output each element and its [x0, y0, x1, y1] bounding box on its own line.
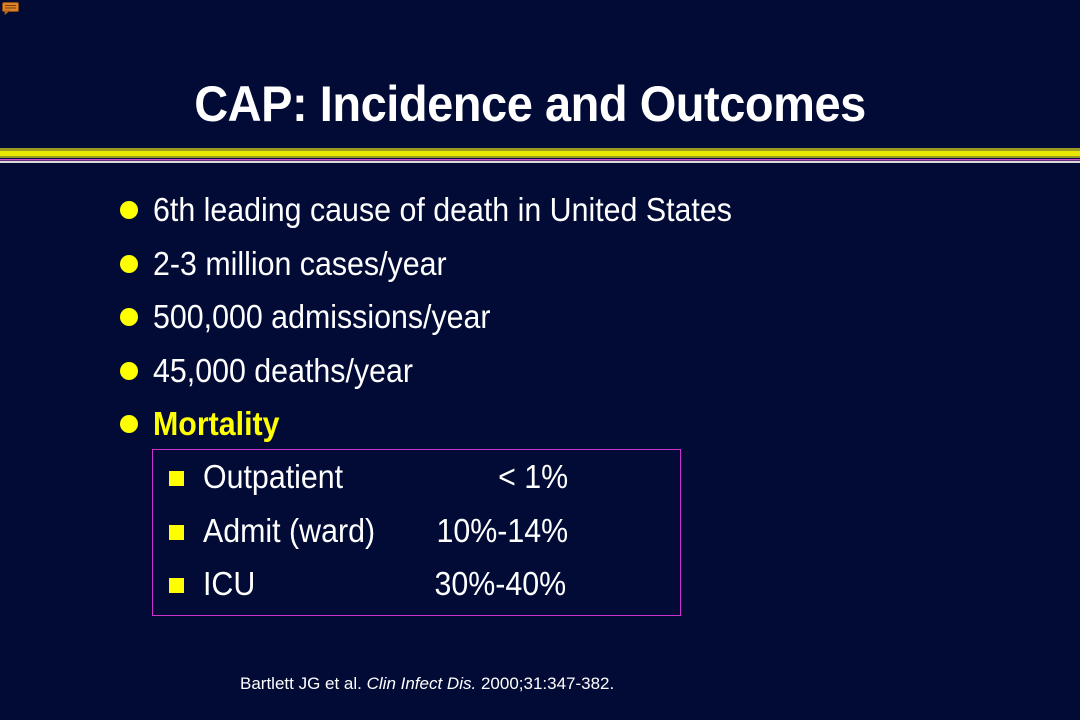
slide-title: CAP: Incidence and Outcomes — [194, 76, 866, 132]
bullet-text: 45,000 deaths/year — [153, 351, 413, 389]
bullet-item: 2-3 million cases/year — [118, 242, 782, 296]
bullet-dot-icon — [120, 361, 138, 380]
mortality-rate: 10%-14% — [436, 512, 568, 549]
mortality-row: Admit (ward) 10%-14% — [153, 505, 680, 557]
citation-authors: Bartlett JG et al. — [240, 674, 362, 693]
mortality-row: Outpatient < 1% — [153, 451, 680, 503]
mortality-table: Outpatient < 1% Admit (ward) 10%-14% ICU… — [152, 449, 681, 616]
square-bullet-icon — [169, 471, 184, 486]
mortality-setting: ICU — [203, 565, 256, 602]
mortality-setting: Outpatient — [203, 458, 344, 495]
bullet-dot-icon — [120, 308, 138, 326]
bullet-item-mortality: Mortality — [118, 402, 782, 456]
mortality-rate: 30%-40% — [434, 565, 566, 602]
citation: Bartlett JG et al. Clin Infect Dis. 2000… — [240, 673, 614, 695]
bullet-text: 2-3 million cases/year — [153, 244, 447, 282]
bullet-dot-icon — [120, 254, 138, 273]
square-bullet-icon — [169, 525, 184, 540]
mortality-row: ICU 30%-40% — [153, 558, 680, 610]
bullet-text: 6th leading cause of death in United Sta… — [153, 191, 732, 228]
citation-details: 2000;31:347-382. — [480, 674, 615, 693]
citation-journal: Clin Infect Dis. — [366, 674, 477, 693]
square-bullet-icon — [169, 578, 184, 593]
bullet-item: 6th leading cause of death in United Sta… — [118, 188, 782, 242]
bullet-dot-icon — [120, 415, 138, 433]
mortality-rate: < 1% — [497, 458, 568, 495]
bullet-list: 6th leading cause of death in United Sta… — [118, 188, 782, 456]
bullet-item: 500,000 admissions/year — [118, 295, 782, 349]
bullet-dot-icon — [120, 201, 138, 219]
bullet-item: 45,000 deaths/year — [118, 349, 782, 403]
comment-icon[interactable] — [2, 2, 19, 16]
bullet-text: Mortality — [153, 405, 280, 442]
bullet-text: 500,000 admissions/year — [153, 298, 491, 335]
mortality-setting: Admit (ward) — [203, 512, 376, 549]
title-divider — [0, 148, 1080, 163]
